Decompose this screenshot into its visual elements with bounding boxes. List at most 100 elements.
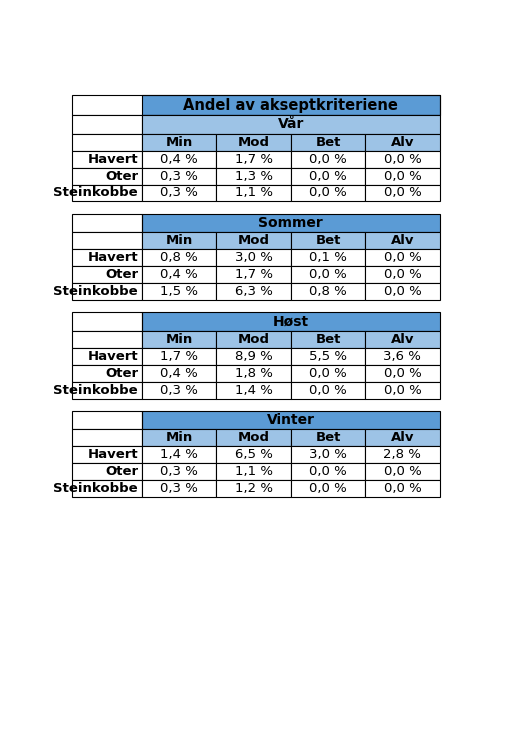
Bar [216,365,291,381]
Text: Bet: Bet [315,431,341,444]
Bar [142,249,216,266]
Bar [365,447,440,463]
Bar [291,331,365,348]
Bar [72,365,142,381]
Bar [365,266,440,283]
Bar [216,463,291,480]
Bar [142,365,216,381]
Text: 0,8 %: 0,8 % [309,285,347,298]
Text: 1,5 %: 1,5 % [160,285,198,298]
Bar [72,331,142,348]
Bar [142,447,216,463]
Text: Sommer: Sommer [259,216,323,230]
Text: 1,7 %: 1,7 % [235,153,272,165]
Text: Havert: Havert [88,448,138,462]
Text: Vinter: Vinter [267,413,315,427]
Bar [72,411,142,430]
Bar [291,447,365,463]
Text: Vår: Vår [278,117,304,131]
Bar [365,348,440,365]
Bar [142,266,216,283]
Text: Oter: Oter [105,465,138,479]
Text: 1,7 %: 1,7 % [160,349,198,363]
Bar [72,95,142,115]
Text: 0,0 %: 0,0 % [309,170,347,183]
Bar [72,232,142,249]
Bar [365,381,440,398]
Text: 1,1 %: 1,1 % [235,465,272,479]
Text: 1,8 %: 1,8 % [235,367,272,380]
Bar [142,381,216,398]
Text: 1,7 %: 1,7 % [235,268,272,281]
Text: 0,3 %: 0,3 % [160,186,198,200]
Text: 0,0 %: 0,0 % [309,465,347,479]
Bar [291,348,365,365]
Text: Alv: Alv [391,234,414,247]
Text: 0,0 %: 0,0 % [309,186,347,200]
Text: 6,5 %: 6,5 % [235,448,272,462]
Bar [291,249,365,266]
Bar [142,480,216,497]
Bar [72,411,142,430]
Bar [72,430,142,447]
Text: Min: Min [166,431,193,444]
Bar [216,266,291,283]
Bar [365,463,440,480]
Bar [72,463,142,480]
Text: 0,4 %: 0,4 % [160,153,198,165]
Bar [142,348,216,365]
Text: 0,3 %: 0,3 % [160,465,198,479]
Bar [291,168,365,185]
Text: Steinkobbe: Steinkobbe [54,186,138,200]
Text: Min: Min [166,333,193,346]
Text: Bet: Bet [315,136,341,148]
Text: Alv: Alv [391,333,414,346]
Text: Alv: Alv [391,431,414,444]
Bar [142,95,440,115]
Bar [142,331,216,348]
Bar [72,214,142,232]
Bar [365,283,440,300]
Text: 6,3 %: 6,3 % [235,285,272,298]
Bar [291,283,365,300]
Bar [216,185,291,202]
Bar [291,463,365,480]
Bar [216,480,291,497]
Text: 0,4 %: 0,4 % [160,268,198,281]
Text: Steinkobbe: Steinkobbe [54,285,138,298]
Text: 0,0 %: 0,0 % [383,170,421,183]
Text: 0,0 %: 0,0 % [383,268,421,281]
Bar [142,151,216,168]
Bar [72,312,142,331]
Bar [72,151,142,168]
Text: 0,0 %: 0,0 % [383,384,421,397]
Bar [291,381,365,398]
Bar [291,365,365,381]
Text: Steinkobbe: Steinkobbe [54,384,138,397]
Bar [72,312,142,331]
Bar [142,430,216,447]
Bar [72,249,142,266]
Text: 1,2 %: 1,2 % [235,482,272,495]
Bar [72,381,142,398]
Bar [365,331,440,348]
Bar [365,185,440,202]
Bar [142,411,440,430]
Bar [72,168,142,185]
Text: 3,0 %: 3,0 % [235,252,272,264]
Text: 0,0 %: 0,0 % [383,252,421,264]
Text: 0,3 %: 0,3 % [160,482,198,495]
Bar [365,232,440,249]
Bar [291,134,365,151]
Text: Oter: Oter [105,268,138,281]
Text: 0,0 %: 0,0 % [383,465,421,479]
Bar [291,266,365,283]
Text: Mod: Mod [237,136,269,148]
Text: Oter: Oter [105,367,138,380]
Bar [291,430,365,447]
Bar [216,430,291,447]
Text: 1,4 %: 1,4 % [160,448,198,462]
Text: Mod: Mod [237,234,269,247]
Bar [291,151,365,168]
Bar [72,134,142,151]
